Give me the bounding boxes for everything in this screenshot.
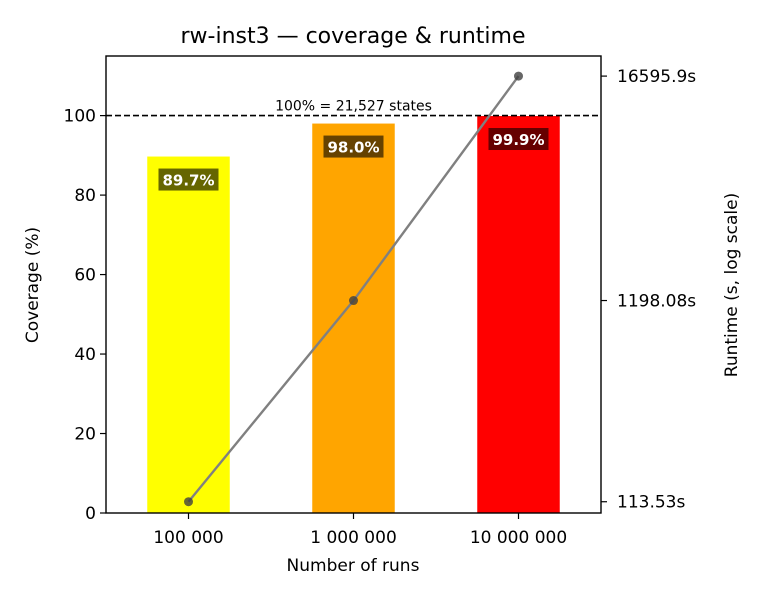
reference-line-layer: 100% = 21,527 states	[106, 99, 601, 117]
x-tick-label: 100 000	[153, 528, 223, 548]
data-label: 99.9%	[492, 131, 544, 149]
bars-layer: 89.7% 98.0% 99.9%	[147, 116, 560, 514]
bar	[477, 116, 560, 513]
y-tick-label: 40	[74, 345, 96, 365]
data-label-background	[488, 128, 549, 151]
runtime-point	[184, 497, 193, 507]
y2-tick-label: 113.53s	[617, 493, 685, 513]
y-tick-label: 100	[64, 107, 96, 127]
data-label: 98.0%	[327, 139, 379, 157]
y-tick-label: 80	[74, 186, 96, 206]
y-tick-label: 0	[85, 504, 96, 524]
data-label-background	[323, 135, 384, 158]
y-tick-label: 20	[74, 425, 96, 445]
data-label-background	[158, 168, 219, 191]
runtime-point	[514, 71, 523, 81]
reference-line-label: 100% = 21,527 states	[275, 99, 432, 115]
bar	[312, 123, 395, 513]
data-label: 89.7%	[162, 172, 214, 190]
y-axis-label: Coverage (%)	[23, 227, 43, 343]
y2-axis-label: Runtime (s, log scale)	[722, 193, 742, 377]
y2-tick-label: 1198.08s	[617, 292, 696, 312]
chart-title: rw-inst3 — coverage & runtime	[180, 24, 525, 49]
runtime-line-layer	[184, 71, 523, 507]
x-axis-label: Number of runs	[287, 556, 420, 576]
x-tick-label: 10 000 000	[470, 528, 567, 548]
runtime-point	[349, 296, 358, 306]
axes-layer: 0 20 40 60 80 100 113.53s 1198.08s 16595.9s 100 0…	[64, 55, 696, 548]
bar	[147, 156, 230, 514]
y-tick-label: 60	[74, 266, 96, 286]
y2-tick-label: 16595.9s	[617, 67, 696, 87]
x-tick-label: 1 000 000	[310, 528, 397, 548]
